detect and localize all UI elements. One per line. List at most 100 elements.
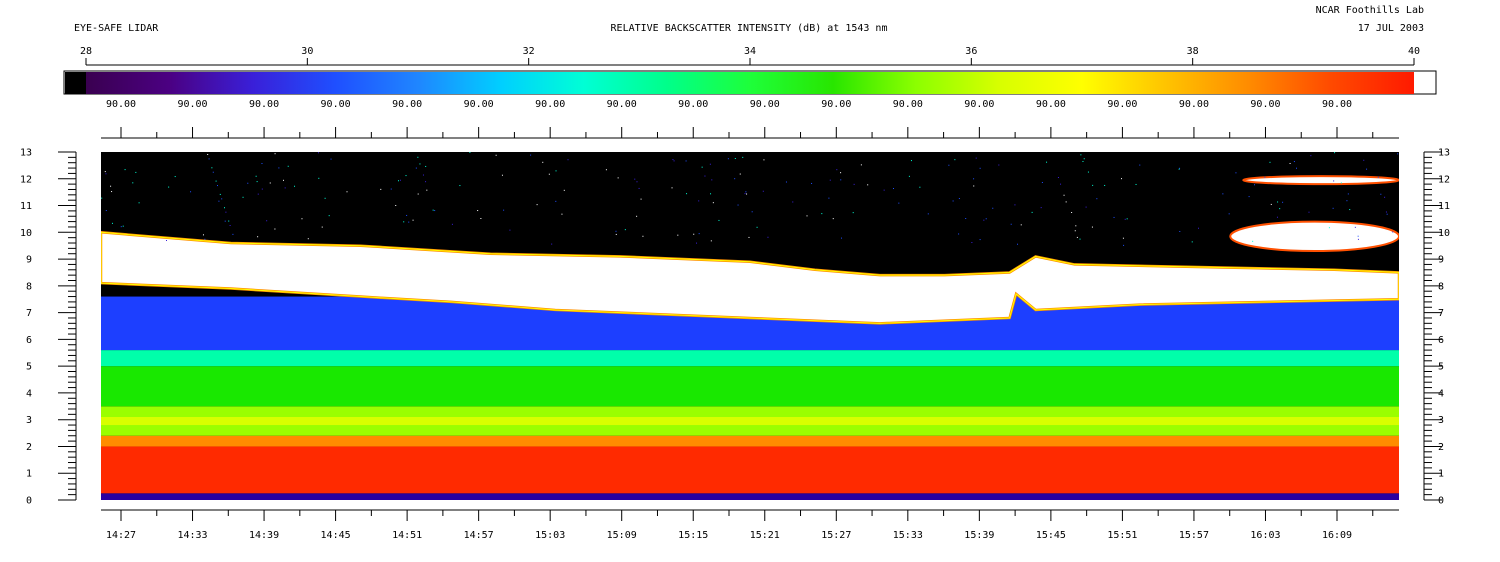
noise-dot bbox=[219, 193, 221, 195]
noise-dot bbox=[432, 209, 434, 211]
y-tick-label-right: 1 bbox=[1438, 469, 1444, 480]
noise-dot bbox=[763, 159, 765, 161]
noise-dot bbox=[477, 210, 479, 212]
noise-dot bbox=[605, 169, 607, 171]
noise-dot bbox=[419, 163, 421, 165]
noise-dot bbox=[992, 207, 994, 209]
noise-dot bbox=[1087, 171, 1089, 173]
colorbar-tick-label: 40 bbox=[1408, 46, 1420, 57]
x-tick-label: 14:39 bbox=[249, 530, 279, 541]
noise-dot bbox=[1121, 178, 1123, 180]
noise-dot bbox=[274, 153, 276, 155]
noise-dot bbox=[321, 226, 323, 228]
noise-dot bbox=[840, 172, 842, 174]
noise-dot bbox=[767, 236, 769, 238]
colorbar-value-label: 90.00 bbox=[607, 99, 637, 110]
noise-dot bbox=[256, 181, 258, 183]
noise-dot bbox=[212, 171, 214, 173]
noise-dot bbox=[165, 239, 167, 241]
noise-dot bbox=[952, 200, 954, 202]
chart-title: RELATIVE BACKSCATTER INTENSITY (dB) at 1… bbox=[610, 23, 888, 34]
noise-dot bbox=[1269, 161, 1271, 163]
upper-cloud bbox=[1229, 220, 1399, 253]
noise-dot bbox=[395, 204, 397, 206]
noise-dot bbox=[1085, 206, 1087, 208]
noise-dot bbox=[1075, 225, 1077, 227]
noise-dot bbox=[266, 220, 268, 222]
noise-dot bbox=[709, 163, 711, 165]
noise-dot bbox=[1139, 164, 1141, 166]
y-tick-label-right: 4 bbox=[1438, 388, 1444, 399]
noise-dot bbox=[536, 204, 538, 206]
noise-dot bbox=[1031, 211, 1033, 213]
noise-dot bbox=[1270, 203, 1272, 205]
noise-dot bbox=[105, 243, 107, 245]
noise-dot bbox=[1282, 201, 1284, 203]
colorbar-tick-label: 32 bbox=[523, 46, 535, 57]
noise-dot bbox=[1096, 198, 1098, 200]
y-tick-label-left: 4 bbox=[26, 388, 32, 399]
noise-dot bbox=[711, 179, 713, 181]
noise-dot bbox=[422, 174, 424, 176]
noise-dot bbox=[1074, 230, 1076, 232]
noise-dot bbox=[451, 223, 453, 225]
aerosol-layer bbox=[101, 366, 1399, 407]
noise-dot bbox=[615, 233, 617, 235]
noise-dot bbox=[852, 212, 854, 214]
noise-dot bbox=[756, 226, 758, 228]
noise-dot bbox=[1366, 168, 1368, 170]
y-tick-label-right: 7 bbox=[1438, 308, 1444, 319]
noise-dot bbox=[958, 198, 960, 200]
noise-dot bbox=[840, 179, 842, 181]
noise-dot bbox=[958, 233, 960, 235]
noise-dot bbox=[634, 178, 636, 180]
noise-dot bbox=[710, 193, 712, 195]
y-tick-label-right: 13 bbox=[1438, 148, 1450, 159]
colorbar-tick-label: 36 bbox=[965, 46, 977, 57]
noise-dot bbox=[542, 161, 544, 163]
x-tick-label: 15:03 bbox=[535, 530, 565, 541]
noise-dot bbox=[247, 182, 249, 184]
noise-dot bbox=[1254, 184, 1256, 186]
noise-dot bbox=[417, 193, 419, 195]
noise-dot bbox=[1397, 153, 1399, 155]
noise-dot bbox=[704, 175, 706, 177]
noise-dot bbox=[232, 233, 234, 235]
noise-dot bbox=[501, 174, 503, 176]
y-tick-label-right: 11 bbox=[1438, 201, 1450, 212]
noise-dot bbox=[1380, 193, 1382, 195]
y-tick-label-left: 7 bbox=[26, 308, 32, 319]
noise-dot bbox=[405, 175, 407, 177]
noise-dot bbox=[1191, 241, 1193, 243]
noise-dot bbox=[1083, 158, 1085, 160]
noise-dot bbox=[1178, 168, 1180, 170]
noise-dot bbox=[397, 180, 399, 182]
noise-dot bbox=[792, 201, 794, 203]
noise-dot bbox=[975, 157, 977, 159]
colorbar-value-label: 90.00 bbox=[249, 99, 279, 110]
colorbar-tick-label: 34 bbox=[744, 46, 756, 57]
noise-dot bbox=[202, 234, 204, 236]
noise-dot bbox=[1332, 207, 1334, 209]
noise-dot bbox=[216, 185, 218, 187]
noise-dot bbox=[301, 218, 303, 220]
noise-dot bbox=[495, 154, 497, 156]
noise-dot bbox=[701, 166, 703, 168]
noise-dot bbox=[1122, 237, 1124, 239]
noise-dot bbox=[910, 160, 912, 162]
noise-dot bbox=[1197, 227, 1199, 229]
noise-dot bbox=[998, 164, 1000, 166]
noise-dot bbox=[278, 167, 280, 169]
y-tick-label-right: 2 bbox=[1438, 442, 1444, 453]
aerosol-layer bbox=[101, 493, 1399, 500]
noise-dot bbox=[101, 197, 103, 199]
y-tick-label-left: 8 bbox=[26, 281, 32, 292]
noise-dot bbox=[1080, 154, 1082, 156]
colorbar: 28 30 32 34 36 38 40 90.00 90.00 90.00 90.00 90.00 9… bbox=[63, 46, 1437, 110]
x-tick-label: 14:33 bbox=[177, 530, 207, 541]
noise-dot bbox=[174, 176, 176, 178]
x-tick-label: 16:03 bbox=[1250, 530, 1280, 541]
noise-dot bbox=[698, 233, 700, 235]
